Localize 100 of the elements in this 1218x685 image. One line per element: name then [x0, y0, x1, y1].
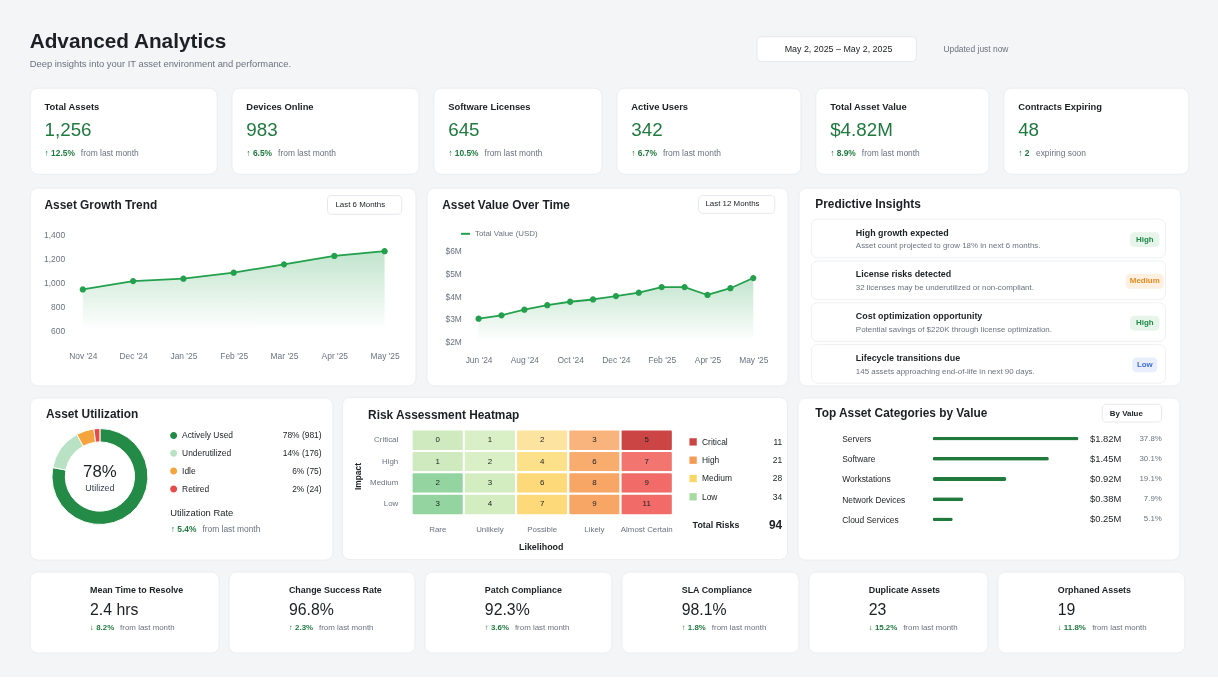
text: 96.8% [288, 601, 334, 619]
text: from last month [514, 623, 570, 633]
data-label: 0 [435, 435, 441, 445]
donut-slice [51, 428, 149, 525]
text: 94 [768, 518, 783, 533]
x-tick-label: Feb '25 [648, 355, 677, 366]
text: from last month [484, 148, 543, 159]
y-tick-label: Low [383, 499, 399, 509]
text: Asset count projected to grow 18% in next 6 months. [855, 241, 1041, 251]
x-tick-label: Jun '24 [465, 355, 493, 366]
text: 30.1% [1139, 453, 1162, 463]
text: Predictive Insights [815, 197, 922, 212]
text: Utilization Rate [170, 507, 234, 519]
data-label: 14% (176) [282, 448, 322, 459]
x-tick-label: Possible [527, 525, 558, 535]
y-tick-label: $5M [445, 268, 462, 279]
data-label: 3 [592, 435, 598, 445]
legend-label: Idle [182, 466, 196, 477]
x-tick-label: May '25 [739, 355, 769, 366]
x-tick-label: Dec '24 [119, 351, 149, 362]
x-tick-label: Feb '25 [220, 351, 249, 362]
y-tick-label: Network Devices [842, 494, 906, 505]
chart-title: Risk Assessment Heatmap [368, 407, 520, 422]
x-axis-title: Likelihood [518, 541, 564, 552]
text: By Value [1109, 408, 1144, 418]
data-label: 2% (24) [292, 483, 322, 494]
data-label: 21 [772, 455, 783, 466]
x-tick-label: Apr '25 [321, 351, 349, 362]
text: License risks detected [855, 269, 952, 280]
text: ↑ 5.4% [170, 524, 197, 535]
x-tick-label: Almost Certain [620, 525, 673, 535]
data-label: 11 [773, 436, 783, 447]
x-tick-label: Unlikely [476, 525, 504, 535]
point [544, 302, 551, 309]
text: 19 [1057, 601, 1076, 619]
point [129, 277, 137, 285]
text: High [1135, 234, 1154, 244]
text: Medium [1129, 276, 1160, 286]
chart-title: Top Asset Categories by Value [815, 406, 988, 421]
data-label: 78% (981) [282, 430, 322, 441]
x-tick-label: Apr '25 [694, 355, 722, 366]
point [612, 292, 620, 300]
data-label: 6 [540, 478, 546, 487]
legend-label: Retired [182, 483, 210, 494]
text: ↑ 1.8% [681, 623, 706, 633]
text: High [1135, 318, 1154, 328]
data-label: 2 [435, 478, 440, 487]
text: 145 assets approaching end-of-life in next 90 days. [855, 366, 1035, 376]
x-tick-label: Rare [429, 525, 447, 535]
point [567, 298, 574, 305]
text: Contracts Expiring [1018, 101, 1103, 113]
chart-title: Asset Value Over Time [442, 198, 571, 213]
data-label: $0.92M [1090, 472, 1122, 484]
text: Last 12 Months [705, 199, 760, 209]
text: 48 [1018, 119, 1040, 141]
text: Patch Compliance [484, 585, 562, 596]
text: expiring soon [1035, 148, 1087, 159]
y-tick-label: Software [842, 454, 876, 465]
x-tick-label: Mar '25 [270, 351, 299, 362]
text: ↑ 2 [1018, 148, 1030, 159]
text: Utilized [85, 483, 115, 494]
data-label: $0.25M [1090, 513, 1122, 525]
data-label: $1.45M [1090, 452, 1122, 464]
point [635, 289, 642, 296]
y-tick-label: Servers [842, 434, 872, 445]
text: Deep insights into your IT asset environment and performance. [29, 58, 292, 70]
text: ↑ 8.9% [830, 148, 857, 159]
text: Advanced Analytics [29, 29, 227, 53]
legend-label: Total Value (USD) [474, 228, 538, 238]
text: 98.1% [681, 601, 727, 619]
data-label: 34 [772, 491, 783, 502]
chart-title: Asset Growth Trend [44, 198, 158, 213]
x-tick-label: Jan '25 [170, 351, 198, 362]
text: 645 [448, 119, 480, 141]
text: Duplicate Assets [868, 585, 941, 596]
text: High growth expected [855, 227, 949, 238]
data-label: 11 [642, 499, 652, 509]
text: ↓ 8.2% [90, 623, 115, 633]
data-label: 3 [487, 478, 493, 487]
text: 19.1% [1139, 473, 1162, 483]
text: Total Assets [44, 101, 100, 113]
data-label: 1 [487, 435, 493, 445]
category-label: Medium [702, 473, 732, 484]
text: from last month [80, 148, 140, 159]
point [280, 261, 288, 268]
text: ↑ 6.7% [631, 148, 658, 159]
legend-label: Underutilized [182, 448, 232, 459]
text: May 2, 2025 – May 2, 2025 [784, 44, 893, 55]
text: Devices Online [246, 101, 314, 113]
y-tick-label: 600 [51, 325, 66, 336]
data-label: 4 [487, 499, 493, 509]
data-label: 28 [772, 473, 783, 484]
y-tick-label: Cloud Services [842, 514, 899, 525]
text: ↓ 15.2% [868, 623, 898, 633]
text: from last month [319, 623, 374, 633]
text: from last month [711, 623, 767, 633]
text: Total Asset Value [830, 101, 907, 113]
text: 1,256 [44, 119, 92, 141]
data-label: 9 [592, 499, 598, 509]
text: Software Licenses [448, 101, 531, 113]
